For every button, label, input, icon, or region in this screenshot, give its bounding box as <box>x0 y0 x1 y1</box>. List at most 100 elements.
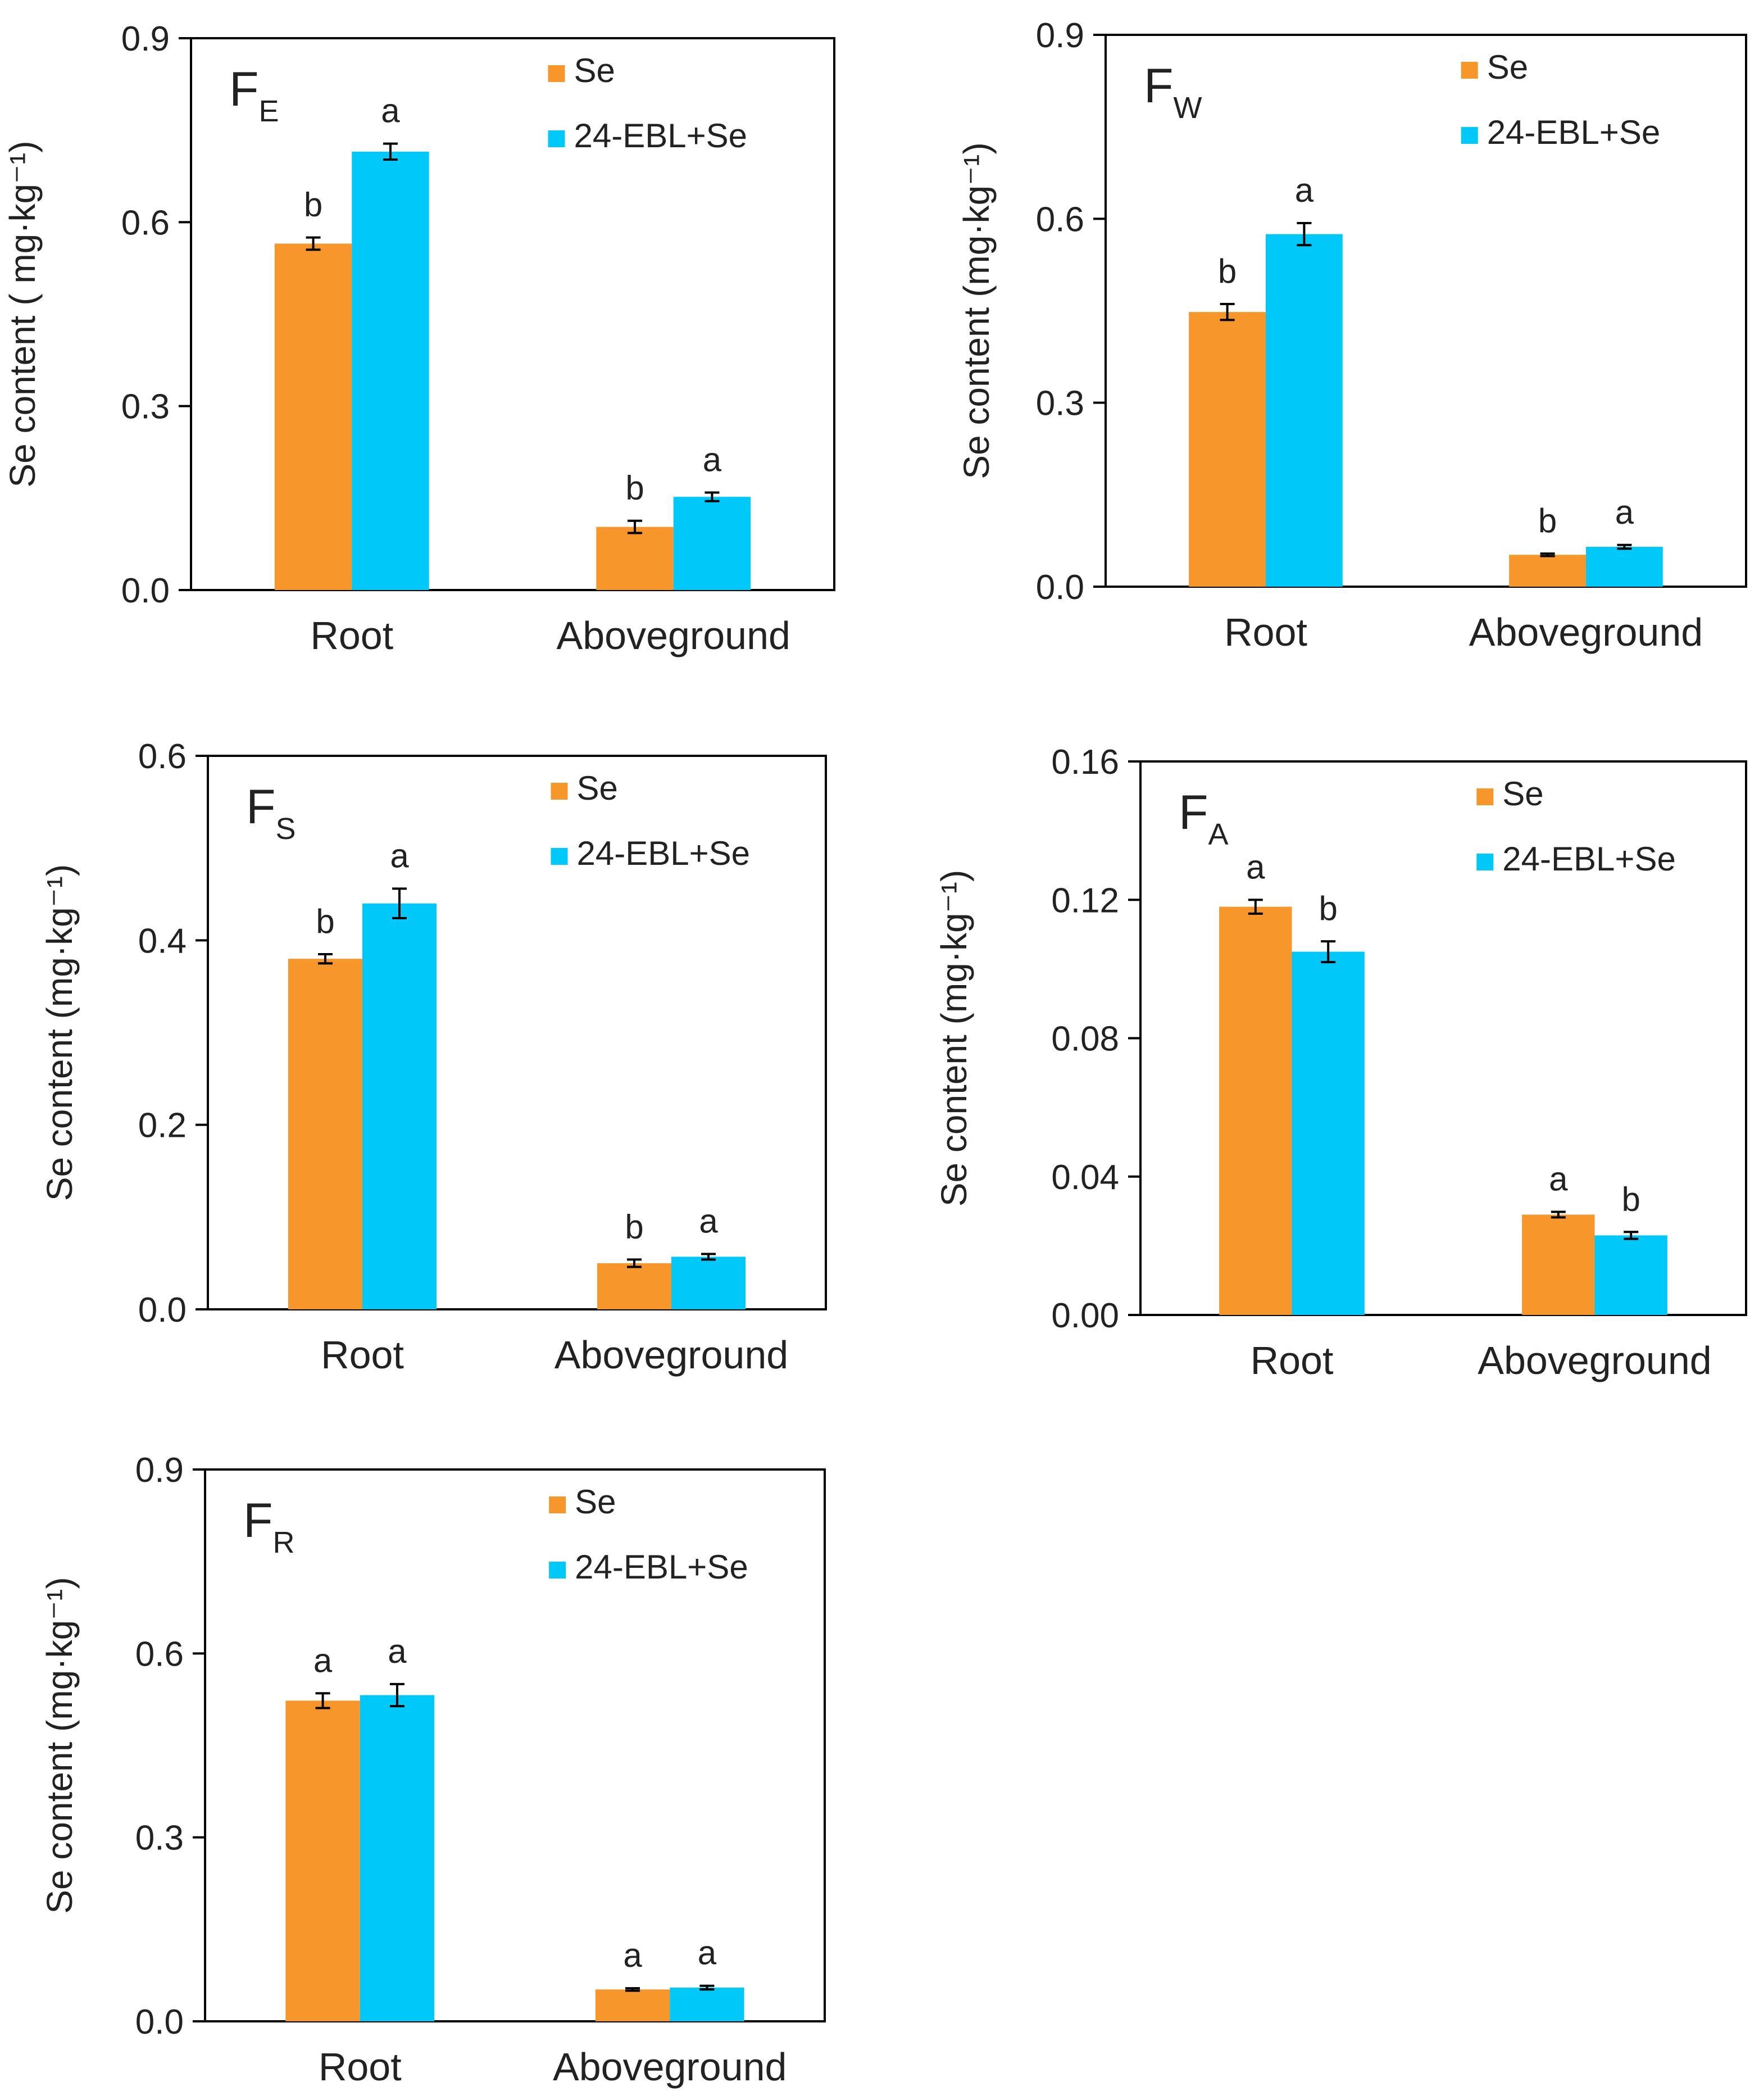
y-tick-label: 0.3 <box>1036 384 1084 423</box>
error-bar <box>315 1692 330 1709</box>
error-bar <box>318 953 333 965</box>
significance-letter: a <box>390 837 409 874</box>
x-category-label: Root <box>319 2045 402 2089</box>
error-bar <box>392 887 407 919</box>
legend-label: 24-EBL+Se <box>574 117 747 155</box>
legend-entry: 24-EBL+Se <box>1461 114 1661 151</box>
panel-label: FE <box>229 62 279 128</box>
y-tick-label: 0.0 <box>121 572 170 610</box>
significance-letter: a <box>699 1203 718 1240</box>
significance-letter: b <box>1319 890 1337 927</box>
panel-label: FS <box>246 780 296 846</box>
legend-swatch <box>551 848 568 865</box>
bar-se-root <box>288 959 362 1309</box>
y-tick-label: 0.04 <box>1051 1158 1119 1197</box>
legend-swatch <box>549 1496 566 1513</box>
panel-label: FW <box>1144 59 1202 125</box>
bar-24-ebl-se-root <box>352 151 429 590</box>
y-tick-label: 0.9 <box>135 1451 184 1490</box>
y-tick-label: 0.08 <box>1051 1020 1119 1059</box>
legend-entry: 24-EBL+Se <box>1476 840 1676 878</box>
bar-se-aboveground <box>595 1989 670 2021</box>
error-bar <box>1321 940 1336 964</box>
y-tick-label: 0.2 <box>138 1106 187 1145</box>
significance-letter: a <box>1246 848 1265 886</box>
legend-entry: Se <box>1476 775 1544 813</box>
x-category-label: Aboveground <box>553 2045 787 2089</box>
significance-letter: a <box>703 441 722 479</box>
legend-label: 24-EBL+Se <box>1487 114 1661 151</box>
y-tick-label: 0.6 <box>138 737 187 776</box>
error-bar <box>701 1253 716 1261</box>
legend-swatch <box>1476 788 1494 805</box>
panel-label: FR <box>243 1494 295 1559</box>
legend-entry: 24-EBL+Se <box>549 1548 748 1586</box>
plot-frame <box>207 755 827 1310</box>
error-bar <box>383 142 398 161</box>
significance-letter: b <box>1621 1180 1640 1218</box>
x-category-label: Aboveground <box>554 1333 788 1377</box>
bar-24-ebl-se-root <box>360 1695 435 2021</box>
bar-se-root <box>1219 906 1292 1315</box>
legend-entry: 24-EBL+Se <box>551 834 751 872</box>
y-tick-label: 0.12 <box>1051 881 1119 920</box>
bar-se-root <box>285 1700 360 2021</box>
error-bar <box>1220 302 1235 321</box>
x-category-label: Aboveground <box>557 614 790 657</box>
legend-swatch <box>549 1562 566 1579</box>
legend-entry: Se <box>551 769 618 807</box>
x-category-label: Aboveground <box>1469 610 1703 654</box>
legend-entry: Se <box>1461 48 1528 86</box>
error-bar <box>306 236 321 251</box>
legend-label: 24-EBL+Se <box>575 1548 748 1586</box>
y-tick-label: 0.3 <box>121 388 170 427</box>
y-tick-label: 0.6 <box>135 1635 184 1673</box>
significance-letter: a <box>313 1641 333 1679</box>
y-tick-label: 0.9 <box>1036 16 1084 55</box>
significance-letter: a <box>388 1632 407 1670</box>
x-category-label: Aboveground <box>1478 1339 1711 1382</box>
legend-swatch <box>548 65 565 82</box>
significance-letter: a <box>1549 1160 1568 1198</box>
error-bar <box>1540 552 1555 557</box>
legend-swatch <box>1461 62 1478 79</box>
significance-letter: b <box>316 902 334 940</box>
bar-se-root <box>1189 312 1266 587</box>
y-axis-label: Se content (mg·kg⁻¹) <box>956 142 997 479</box>
y-axis-label: Se content ( mg·kg⁻¹) <box>2 140 43 487</box>
y-axis-label: Se content (mg·kg⁻¹) <box>39 1577 80 1913</box>
panel-label: FA <box>1179 786 1229 851</box>
significance-letter: a <box>1615 493 1634 531</box>
y-tick-label: 0.9 <box>121 20 170 58</box>
error-bar <box>1617 543 1632 550</box>
error-bar <box>1624 1231 1639 1240</box>
bar-24-ebl-se-aboveground <box>1586 547 1663 587</box>
significance-letter: b <box>1218 252 1237 290</box>
chart-panel-fr: 0.0 0.3 0.6 0.9 Se content (mg·kg⁻¹) Root a a Ab… <box>39 1451 826 2089</box>
bar-se-aboveground <box>596 527 674 590</box>
y-tick-label: 0.0 <box>1036 568 1084 607</box>
x-category-label: Root <box>321 1333 404 1377</box>
y-tick-label: 0.6 <box>1036 200 1084 239</box>
y-tick-label: 0.16 <box>1051 743 1119 782</box>
y-tick-label: 0.4 <box>138 922 187 960</box>
significance-letter: a <box>1295 171 1314 209</box>
y-axis-label: Se content (mg·kg⁻¹) <box>39 864 80 1201</box>
y-tick-label: 0.6 <box>121 203 170 242</box>
significance-letter: b <box>625 1208 643 1245</box>
legend-label: Se <box>574 52 615 89</box>
significance-letter: a <box>381 92 400 130</box>
legend-swatch <box>1461 127 1478 144</box>
bar-24-ebl-se-aboveground <box>671 1257 746 1309</box>
chart-panel-fs: 0.0 0.2 0.4 0.6 Se content (mg·kg⁻¹) Root b a Ab… <box>39 737 827 1377</box>
y-tick-label: 0.00 <box>1051 1296 1119 1335</box>
error-bar <box>628 519 643 534</box>
bar-se-aboveground <box>1522 1214 1595 1315</box>
bar-24-ebl-se-aboveground <box>1594 1235 1667 1315</box>
error-bar <box>699 1984 715 1991</box>
legend-label: 24-EBL+Se <box>577 834 751 872</box>
error-bar <box>625 1987 640 1992</box>
legend-label: Se <box>577 769 618 807</box>
bar-24-ebl-se-root <box>1292 951 1365 1315</box>
